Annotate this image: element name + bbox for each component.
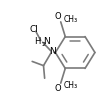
Text: CH₃: CH₃ bbox=[63, 81, 77, 89]
Text: Cl: Cl bbox=[29, 25, 38, 34]
Text: N: N bbox=[49, 47, 55, 56]
Text: 2: 2 bbox=[41, 42, 45, 47]
Text: O: O bbox=[54, 12, 60, 21]
Text: N: N bbox=[42, 37, 49, 46]
Text: CH₃: CH₃ bbox=[63, 16, 77, 24]
Text: H: H bbox=[34, 37, 40, 46]
Text: O: O bbox=[54, 84, 60, 93]
